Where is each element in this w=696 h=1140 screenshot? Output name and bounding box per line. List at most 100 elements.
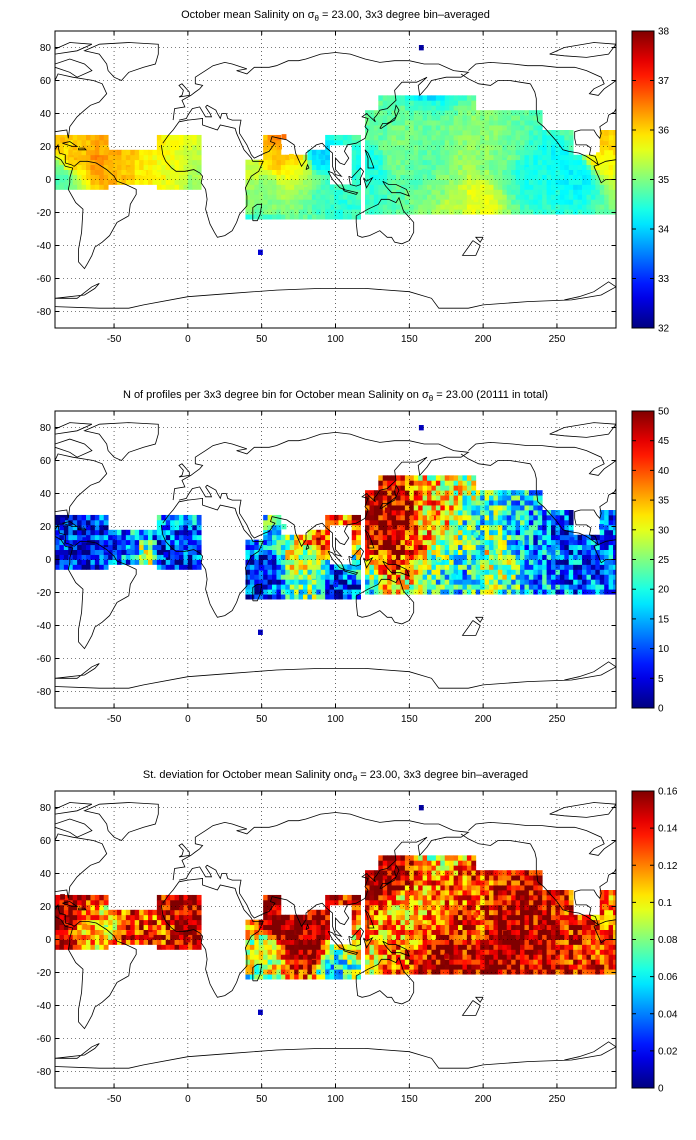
heatmap-cell (249, 539, 255, 546)
heatmap-cell (495, 548, 501, 555)
heatmap-cell (577, 569, 583, 575)
heatmap-cell (435, 194, 441, 200)
heatmap-cell (347, 589, 353, 595)
heatmap-cell (342, 574, 348, 580)
heatmap-cell (179, 169, 184, 175)
heatmap-cell (86, 564, 91, 570)
heatmap-cell (462, 514, 468, 521)
heatmap-cell (298, 199, 304, 205)
heatmap-cell (303, 559, 308, 565)
heatmap-cell (475, 510, 481, 516)
heatmap-cell (130, 929, 136, 935)
heatmap-cell (325, 544, 330, 550)
heatmap-cell (458, 120, 463, 126)
heatmap-cell (294, 959, 299, 965)
heatmap-cell (449, 579, 455, 585)
heatmap-cell (378, 524, 384, 531)
heatmap-cell (143, 529, 149, 536)
heatmap-cell (520, 584, 525, 590)
heatmap-cell (63, 944, 69, 950)
heatmap-cell (506, 490, 512, 496)
heatmap-cell (413, 115, 419, 121)
heatmap-cell (427, 559, 432, 565)
heatmap-cell (409, 134, 415, 141)
heatmap-cell (280, 184, 286, 190)
heatmap-cell (462, 579, 468, 585)
heatmap-cell (413, 885, 419, 891)
heatmap-cell (520, 549, 525, 555)
heatmap-cell (462, 134, 468, 141)
heatmap-cell (276, 139, 282, 146)
heatmap-cell (258, 179, 264, 185)
heatmap-cell (170, 909, 175, 916)
heatmap-cell (121, 534, 127, 541)
heatmap-cell (546, 184, 552, 190)
heatmap-cell (329, 584, 335, 590)
heatmap-cell (409, 199, 415, 205)
heatmap-cell (347, 519, 353, 526)
heatmap-cell (63, 544, 69, 550)
heatmap-cell (55, 904, 60, 911)
heatmap-cell (449, 159, 455, 166)
heatmap-cell (108, 179, 113, 185)
heatmap-cell (537, 519, 543, 526)
heatmap-cell (489, 134, 494, 141)
heatmap-cell (276, 549, 282, 555)
heatmap-cell (373, 890, 379, 896)
heatmap-cell (413, 934, 419, 940)
heatmap-cell (418, 534, 424, 541)
heatmap-cell (418, 95, 424, 101)
heatmap-cell (316, 909, 322, 916)
heatmap-cell (533, 169, 539, 175)
heatmap-cell (192, 544, 198, 550)
heatmap-cell (356, 529, 361, 536)
heatmap-cell (418, 480, 424, 486)
heatmap-cell (484, 534, 490, 541)
heatmap-cell (582, 564, 587, 570)
heatmap-cell (396, 909, 401, 916)
heatmap-cell (444, 559, 450, 565)
heatmap-cell (179, 929, 184, 935)
heatmap-cell (347, 579, 353, 585)
heatmap-cell (564, 584, 570, 590)
heatmap-cell (285, 564, 291, 570)
heatmap-cell (387, 544, 392, 550)
heatmap-cell (192, 539, 198, 546)
heatmap-cell (72, 139, 78, 146)
coastline (55, 438, 93, 458)
heatmap-cell (590, 159, 596, 166)
heatmap-cell (365, 209, 370, 215)
heatmap-cell (325, 154, 330, 161)
coastline (55, 523, 137, 650)
heatmap-cell (307, 159, 313, 166)
heatmap-cell (77, 554, 82, 560)
heatmap-cell (458, 189, 463, 195)
heatmap-cell (515, 534, 521, 541)
heatmap-cell (192, 514, 198, 521)
heatmap-cell (431, 174, 437, 180)
heatmap-cell (502, 564, 508, 570)
heatmap-cell (289, 184, 295, 190)
heatmap-cell (311, 179, 317, 185)
coastline (55, 422, 93, 435)
heatmap-cell (444, 475, 450, 481)
heatmap-cell (112, 939, 118, 945)
heatmap-cell (72, 554, 78, 560)
heatmap-cell (294, 164, 299, 170)
heatmap-cell (249, 159, 255, 166)
panel-1-title: October mean Salinity on σθ = 23.00, 3x3… (181, 9, 490, 23)
heatmap-cell (183, 919, 189, 926)
heatmap-cell (103, 154, 109, 161)
heatmap-cell (497, 500, 503, 506)
heatmap-cell (86, 909, 91, 916)
heatmap-cell (351, 159, 357, 166)
heatmap-cell (139, 934, 144, 940)
heatmap-cell (258, 544, 264, 550)
heatmap-cell (143, 534, 149, 541)
heatmap-cell (404, 105, 410, 111)
heatmap-cell (427, 164, 432, 170)
heatmap-cell (413, 939, 419, 945)
heatmap-cell (245, 574, 251, 580)
heatmap-cell (156, 184, 162, 190)
heatmap-cell (86, 169, 91, 175)
